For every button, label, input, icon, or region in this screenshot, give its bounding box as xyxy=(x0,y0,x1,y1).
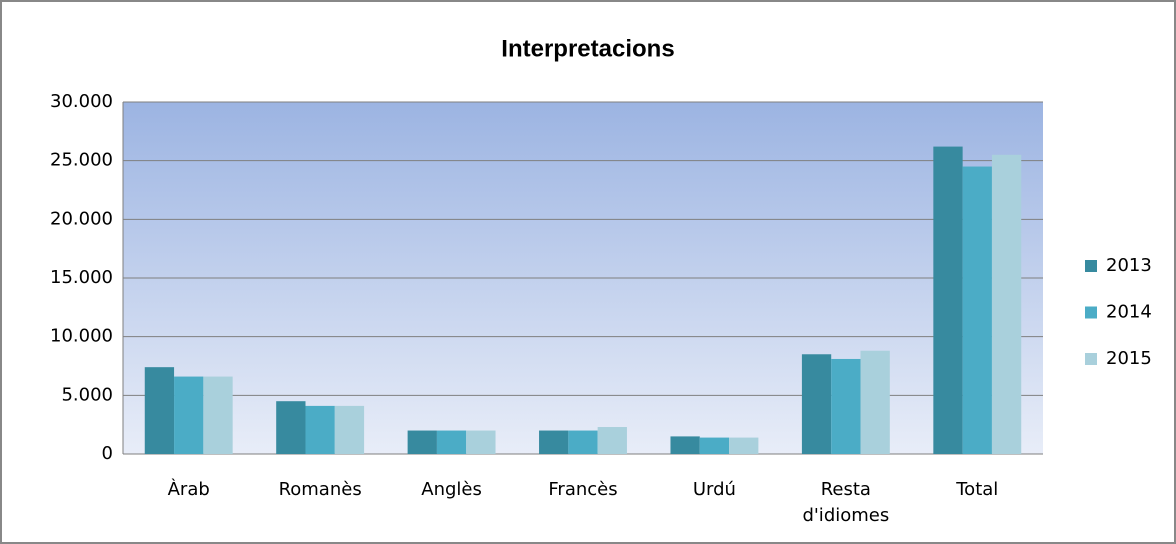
x-tick-label: Total xyxy=(956,479,999,500)
bar xyxy=(729,437,759,454)
chart-title: Interpretacions xyxy=(501,35,674,62)
y-tick-label: 0 xyxy=(102,443,113,464)
bar xyxy=(568,430,598,454)
x-tick-label: Urdú xyxy=(692,479,736,500)
bar xyxy=(831,358,861,454)
x-tick-label: Àrab xyxy=(167,479,210,500)
x-tick-label: Resta d'idiomes xyxy=(802,479,890,526)
bar xyxy=(203,376,233,454)
bar xyxy=(466,430,496,454)
y-tick-label: 10.000 xyxy=(50,326,113,347)
legend-label: 2013 xyxy=(1106,255,1152,276)
bar xyxy=(539,430,569,454)
bar xyxy=(933,146,963,454)
x-tick-label: Anglès xyxy=(421,479,482,500)
legend-label: 2014 xyxy=(1106,302,1152,323)
bar xyxy=(670,436,700,454)
bar xyxy=(699,437,730,454)
bar xyxy=(144,367,175,454)
bar xyxy=(597,427,627,454)
bar xyxy=(436,430,467,454)
legend-swatch xyxy=(1085,306,1097,319)
bar xyxy=(305,405,335,454)
bar xyxy=(174,376,204,454)
bar xyxy=(801,354,832,454)
y-tick-label: 5.000 xyxy=(61,384,113,405)
y-tick-label: 25.000 xyxy=(50,150,113,171)
bar xyxy=(860,350,890,454)
legend-label: 2015 xyxy=(1106,348,1152,369)
legend-swatch xyxy=(1085,260,1097,272)
y-tick-label: 20.000 xyxy=(50,208,113,229)
y-tick-label: 15.000 xyxy=(50,267,113,288)
bar xyxy=(276,401,306,454)
x-tick-label: Francès xyxy=(548,479,618,500)
x-tick-label: Romanès xyxy=(278,479,362,500)
legend-swatch xyxy=(1085,353,1097,365)
bar xyxy=(991,154,1022,455)
bar xyxy=(962,166,992,455)
bar xyxy=(334,405,365,454)
y-tick-label: 30.000 xyxy=(50,91,113,112)
bar xyxy=(407,430,437,454)
